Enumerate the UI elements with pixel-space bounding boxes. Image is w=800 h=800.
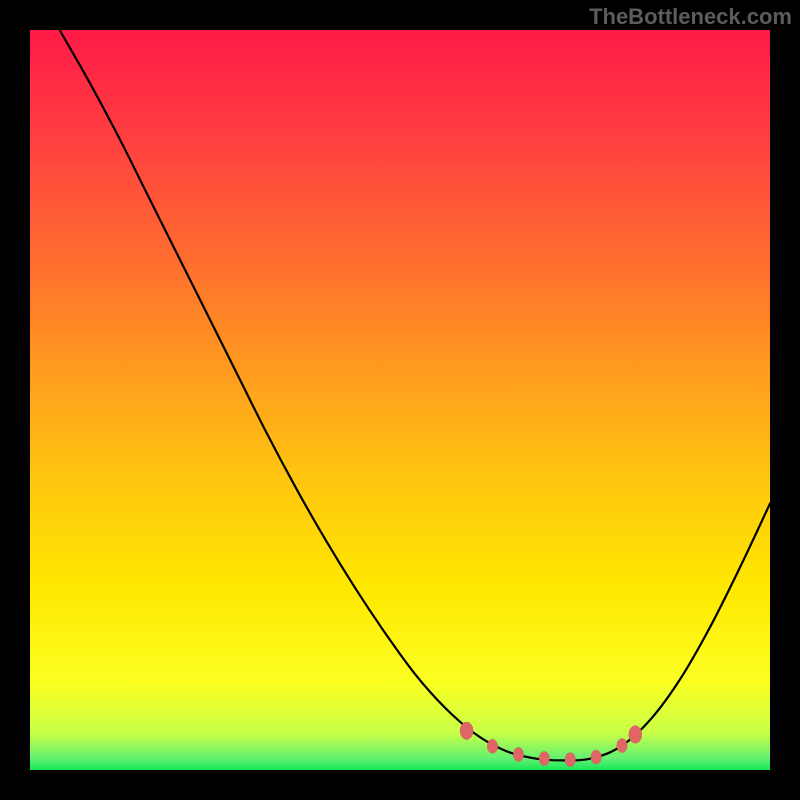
valley-marker [460, 722, 473, 740]
valley-marker [617, 739, 628, 753]
valley-marker [629, 726, 642, 744]
valley-marker [565, 753, 576, 767]
valley-marker [487, 739, 498, 753]
gradient-background [30, 30, 770, 770]
watermark-text: TheBottleneck.com [589, 4, 792, 30]
chart-frame: TheBottleneck.com [0, 0, 800, 800]
plot-area [30, 30, 770, 770]
valley-marker [591, 750, 602, 764]
valley-marker [513, 747, 524, 761]
valley-marker [539, 751, 550, 765]
chart-svg [30, 30, 770, 770]
